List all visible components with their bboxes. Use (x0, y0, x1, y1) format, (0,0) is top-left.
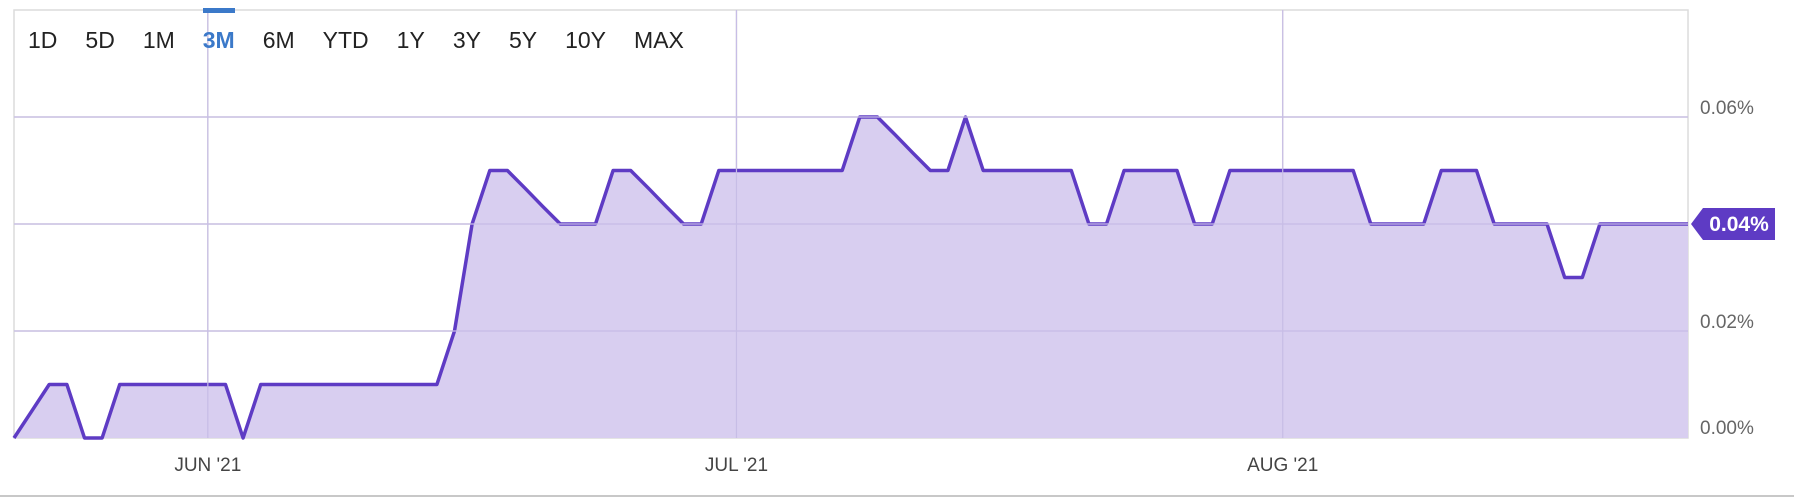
x-axis: JUN '21 JUL '21 AUG '21 (174, 455, 1318, 476)
series-area (12, 10, 1688, 440)
range-button-5d[interactable]: 5D (85, 27, 115, 53)
y-tick-label: 0.00% (1700, 418, 1754, 439)
range-button-1m[interactable]: 1M (142, 27, 175, 53)
area-fill (14, 117, 1688, 438)
range-button-3m[interactable]: 3M (189, 0, 249, 80)
y-tick-label: 0.06% (1700, 98, 1754, 119)
range-button-ytd[interactable]: YTD (322, 27, 369, 53)
last-value-badge (1691, 208, 1775, 240)
range-button-5y[interactable]: 5Y (508, 27, 538, 53)
x-tick-label: AUG '21 (1247, 455, 1318, 476)
y-axis: 0.00% 0.02% 0.06% (1700, 98, 1754, 439)
x-tick-label: JUN '21 (174, 455, 241, 476)
range-button-max[interactable]: MAX (634, 27, 684, 53)
range-button-1y[interactable]: 1Y (396, 27, 425, 53)
range-selector: 1D 5D 1M 3M 6M YTD 1Y 3Y 5Y 10Y MAX (14, 0, 698, 80)
x-tick-label: JUL '21 (705, 455, 768, 476)
range-button-10y[interactable]: 10Y (565, 27, 607, 53)
y-tick-label: 0.02% (1700, 312, 1754, 333)
range-button-6m[interactable]: 6M (262, 27, 295, 53)
last-value: 0.04% (1691, 208, 1775, 240)
range-button-1d[interactable]: 1D (28, 27, 58, 53)
last-value-label: 0.04% (1709, 213, 1769, 236)
range-button-3y[interactable]: 3Y (452, 27, 481, 53)
